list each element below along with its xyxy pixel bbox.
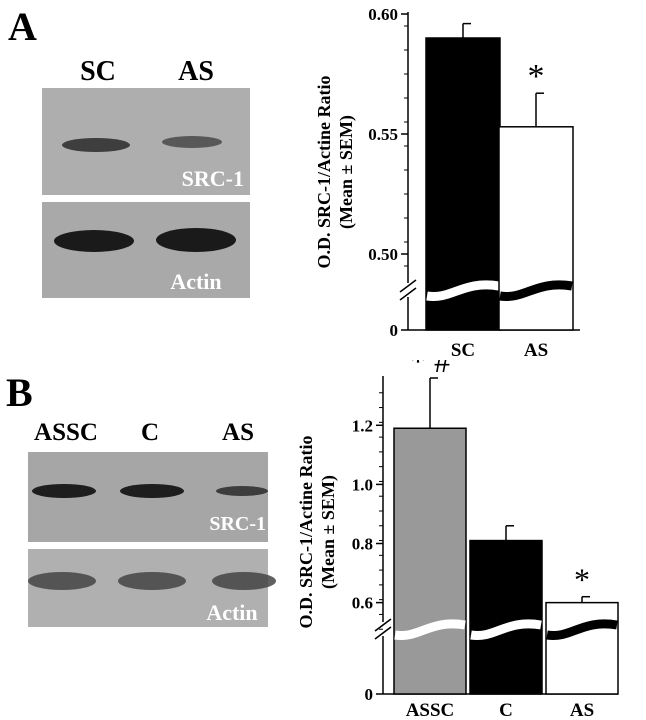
y-tick-label: 1.0 (352, 475, 373, 494)
blot-a-actin-label: Actin (170, 269, 221, 294)
blot-a-src1-label: SRC-1 (182, 166, 244, 191)
panel-a-figure: A SC AS SRC-1 Actin 0 0.50 0.55 0.60 SC AS * O.… (8, 4, 580, 360)
y-tick-label: 0.50 (368, 245, 398, 264)
y-tick-label: 1.2 (352, 416, 373, 435)
y-tick-label: 0.60 (368, 5, 398, 24)
x-tick-label: AS (524, 340, 548, 360)
significance-annotation: * # (410, 360, 450, 379)
blot-a-actin-band (54, 230, 134, 252)
bar-break-wave (394, 619, 466, 641)
axis-break-mark (374, 626, 392, 640)
bar (393, 427, 467, 695)
x-tick-label: ASSC (406, 700, 455, 720)
significance-annotation: * (574, 562, 590, 598)
blot-a-src1-band (162, 136, 222, 148)
blot-a-actin-band (156, 228, 236, 252)
panel-b-figure: B ASSC C AS SRC-1 Actin 0 0.6 0.8 1.0 1.2 ASS… (6, 360, 619, 720)
blot-a-lane-label: AS (178, 56, 214, 87)
y-tick-label: 0.55 (368, 125, 398, 144)
y-tick-label: 0.8 (352, 535, 373, 554)
y-tick-label: 0 (390, 321, 399, 340)
blot-b-src1-band (120, 484, 184, 498)
x-tick-label: SC (451, 340, 475, 360)
bar (545, 601, 619, 695)
bar-break-wave (499, 280, 573, 302)
blot-b-actin-band (118, 572, 186, 590)
axis-break-mark (399, 287, 417, 301)
y-tick-label: 0 (365, 685, 374, 704)
blot-b-actin-band (28, 572, 96, 590)
bar (469, 539, 543, 695)
blot-a-lane-label: SC (80, 56, 116, 87)
bar (498, 126, 574, 331)
blot-b-actin-label: Actin (206, 600, 257, 625)
y-axis-label: (Mean ± SEM) (318, 475, 339, 589)
y-axis-label: O.D. SRC-1/Actine Ratio (314, 76, 334, 269)
chart-a: 0 0.50 0.55 0.60 SC AS * O.D. SRC-1/Actine Rati… (314, 5, 580, 360)
axis-break-mark (374, 618, 392, 632)
axis-break-mark (399, 279, 417, 293)
blot-b-actin-band (212, 572, 276, 590)
y-axis-label: (Mean ± SEM) (336, 115, 357, 229)
blot-a-src1-band (62, 138, 130, 152)
x-tick-label: C (499, 700, 513, 720)
bar-break-wave (426, 280, 500, 302)
bar-break-wave (470, 619, 542, 641)
significance-annotation: * (528, 58, 545, 95)
x-tick-label: AS (570, 700, 594, 720)
panel-b-letter: B (6, 370, 33, 415)
blot-b-src1-label: SRC-1 (209, 513, 266, 535)
chart-b: 0 0.6 0.8 1.0 1.2 ASSC * # C AS * O.D. SRC-1/Actin… (296, 360, 619, 720)
y-tick-label: 0.6 (352, 594, 373, 613)
y-axis-label: O.D. SRC-1/Actine Ratio (296, 436, 316, 629)
blot-b-lane-label: C (141, 419, 159, 446)
blot-b-lane-label: ASSC (34, 419, 98, 446)
blot-b-lane-label: AS (222, 419, 254, 446)
panel-a-letter: A (8, 4, 37, 49)
blot-b-src1-band (216, 486, 268, 496)
blot-b-src1-band (32, 484, 96, 498)
bar-break-wave (546, 619, 618, 641)
